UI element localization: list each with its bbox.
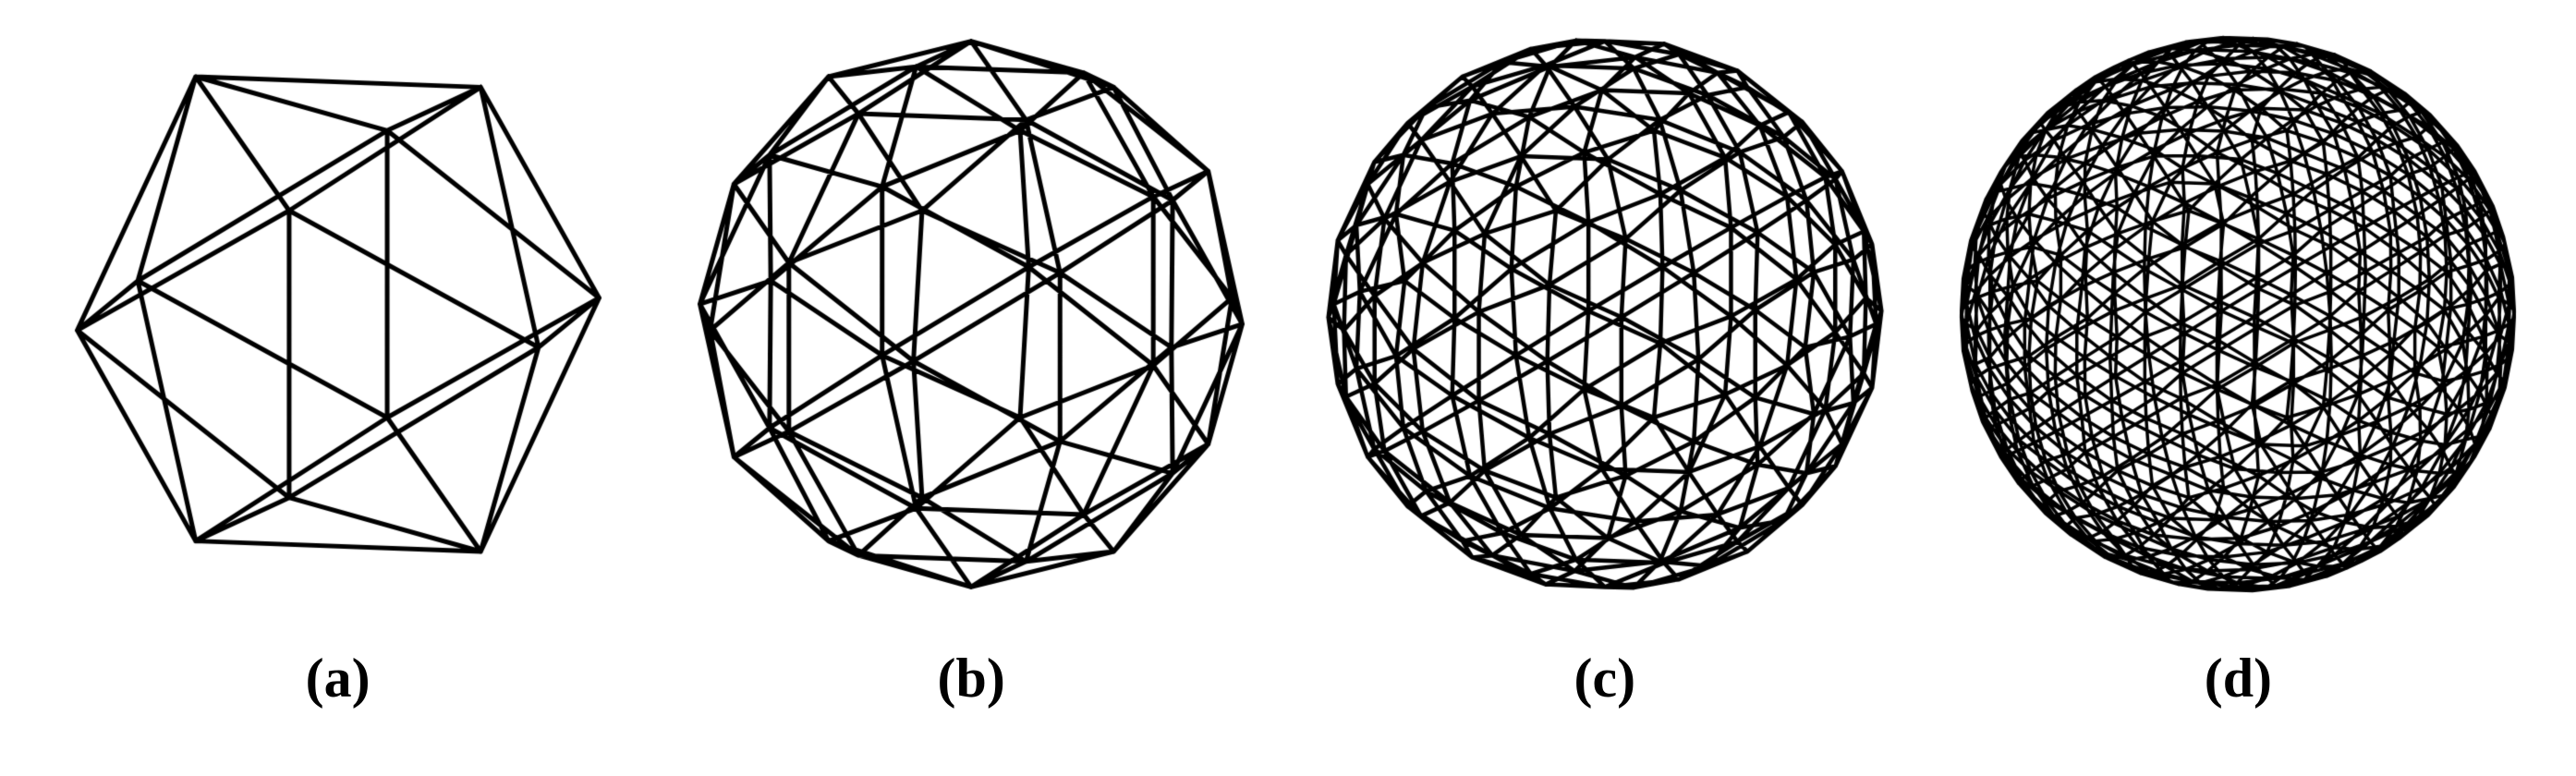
panel-c: (c) [1309,18,1901,710]
icosphere-canvas-c [1309,18,1901,610]
panel-label-d: (d) [2205,647,2272,710]
panel-a-canvas-holder [43,18,634,610]
panel-a: (a) [43,18,634,710]
panel-b-canvas-holder [675,18,1267,610]
panel-d-canvas-holder [1942,18,2533,610]
icosphere-canvas-a [43,18,634,610]
panel-label-b: (b) [938,647,1005,710]
icosphere-canvas-d [1942,18,2533,610]
panel-label-c: (c) [1574,647,1636,710]
icosphere-canvas-b [675,18,1267,610]
figure-row: (a) (b) (c) (d) [0,0,2576,776]
panel-b: (b) [675,18,1267,710]
panel-c-canvas-holder [1309,18,1901,610]
panel-label-a: (a) [306,647,371,710]
panel-d: (d) [1942,18,2533,710]
